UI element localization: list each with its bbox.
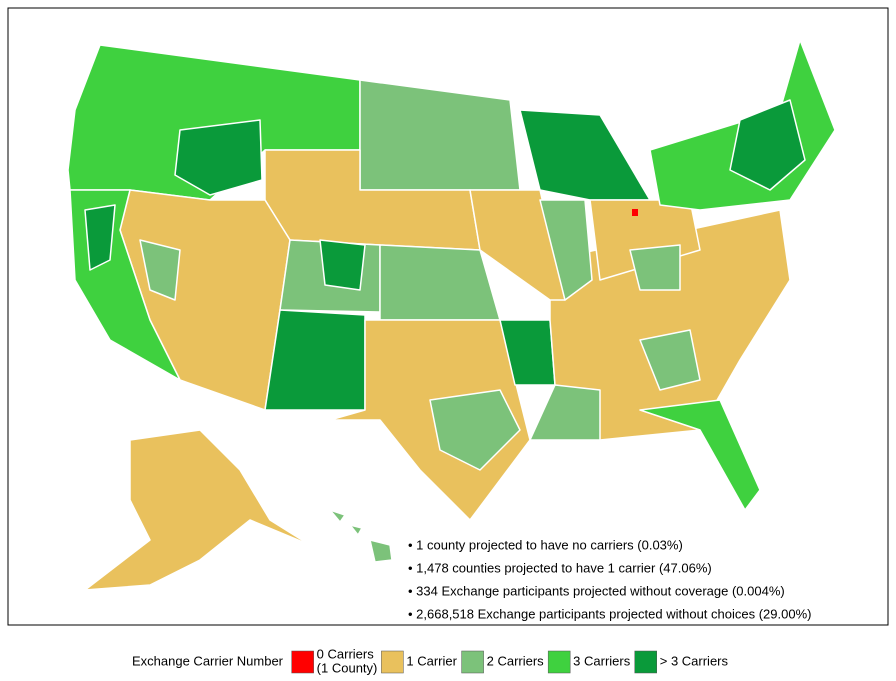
legend-swatch xyxy=(461,650,484,674)
no-carrier-county xyxy=(632,209,638,216)
region xyxy=(539,199,593,301)
region xyxy=(529,384,601,441)
legend-label: > 3 Carriers xyxy=(660,653,729,668)
hawaii xyxy=(349,524,363,536)
region xyxy=(629,244,681,291)
legend-label: 2 Carriers xyxy=(487,653,545,668)
legend-label: 1 Carrier xyxy=(406,653,457,668)
region xyxy=(639,399,761,511)
region xyxy=(319,239,366,291)
region xyxy=(379,244,501,321)
region xyxy=(469,189,566,301)
note: • 2,668,518 Exchange participants projec… xyxy=(408,606,811,621)
note: • 1 county projected to have no carriers… xyxy=(408,537,683,552)
legend: 0 Carriers(1 County) 1 Carrier 2 Carriers 3… xyxy=(291,646,729,675)
notes: • 1 county projected to have no carriers… xyxy=(408,537,811,621)
note: • 334 Exchange participants projected wi… xyxy=(408,583,785,598)
region xyxy=(174,119,263,196)
legend-label: 3 Carriers xyxy=(573,653,631,668)
legend-label: 0 Carriers xyxy=(317,646,375,661)
region xyxy=(729,99,806,191)
region xyxy=(429,389,521,471)
alaska xyxy=(84,429,311,591)
hawaii xyxy=(329,509,346,523)
legend-swatch xyxy=(291,650,314,674)
region xyxy=(639,329,701,391)
region xyxy=(264,309,366,411)
region xyxy=(84,204,116,271)
region xyxy=(589,199,701,281)
note: • 1,478 counties projected to have 1 car… xyxy=(408,560,712,575)
region xyxy=(139,239,181,301)
legend-swatch xyxy=(634,650,657,674)
hawaii xyxy=(369,539,393,563)
legend-title: Exchange Carrier Number xyxy=(132,653,284,668)
legend-sublabel: (1 County) xyxy=(317,660,378,675)
legend-swatch xyxy=(381,650,404,674)
us-map xyxy=(67,39,836,591)
legend-swatch xyxy=(547,650,571,674)
